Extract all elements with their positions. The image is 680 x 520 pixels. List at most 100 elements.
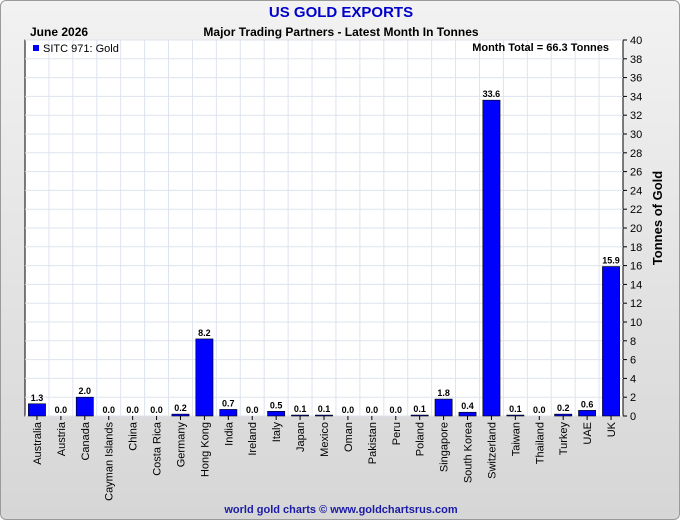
x-tick-label: Thailand [534, 422, 546, 464]
value-label: 0.2 [557, 403, 570, 413]
y-axis-label: Tonnes of Gold [650, 171, 665, 265]
value-label: 33.6 [483, 89, 501, 99]
legend: SITC 971: Gold [33, 43, 119, 55]
bar [482, 99, 501, 417]
legend-label: SITC 971: Gold [43, 43, 119, 55]
bar [602, 266, 620, 417]
value-label: 0.6 [581, 399, 594, 409]
y-tick-label: 8 [630, 336, 636, 348]
chart-subtitle: Major Trading Partners - Latest Month In… [203, 25, 479, 39]
bar [75, 396, 94, 417]
x-tick-label: Switzerland [486, 422, 498, 479]
x-tick-label: Canada [80, 421, 92, 460]
y-tick-label: 6 [630, 355, 636, 367]
bar [267, 410, 286, 417]
value-label: 0.1 [294, 404, 307, 414]
x-tick-label: Oman [343, 422, 355, 452]
value-label: 15.9 [602, 256, 620, 266]
value-label: 0.0 [342, 405, 355, 415]
legend-swatch [33, 45, 39, 51]
x-tick-label: UK [606, 421, 618, 437]
x-tick-label: Italy [271, 422, 283, 443]
value-label: 0.0 [366, 405, 379, 415]
value-label: 1.8 [437, 388, 450, 398]
x-tick-label: Hong Kong [199, 422, 211, 477]
bar [554, 413, 573, 417]
y-tick-label: 10 [630, 317, 642, 329]
x-tick-label: Taiwan [510, 422, 522, 456]
y-tick-label: 0 [630, 411, 636, 423]
bar [315, 414, 333, 417]
y-tick-label: 2 [630, 392, 636, 404]
value-label: 0.0 [126, 405, 139, 415]
x-tick-label: Austria [56, 421, 68, 456]
credit-label: world gold charts © www.goldchartsrus.co… [224, 504, 458, 516]
date-label: June 2026 [30, 25, 89, 39]
value-label: 0.4 [461, 401, 474, 411]
bar [410, 414, 429, 417]
value-label: 1.3 [31, 393, 44, 403]
y-tick-label: 12 [630, 298, 642, 310]
value-label: 0.2 [174, 403, 187, 413]
chart-title: US GOLD EXPORTS [268, 4, 414, 21]
bar [458, 411, 477, 417]
x-tick-label: Turkey [558, 422, 570, 456]
x-tick-label: India [223, 421, 235, 446]
bar [578, 410, 597, 417]
x-tick-label: Singapore [439, 422, 451, 472]
y-tick-label: 34 [630, 91, 642, 103]
bar [506, 414, 525, 417]
month-total-label: Month Total = 66.3 Tonnes [472, 42, 609, 54]
y-tick-label: 32 [630, 110, 642, 122]
y-tick-label: 16 [630, 261, 642, 273]
y-tick-label: 38 [630, 54, 642, 66]
y-tick-label: 4 [630, 373, 636, 385]
gridlines [25, 39, 623, 417]
y-tick-label: 36 [630, 73, 642, 85]
y-tick-label: 20 [630, 223, 642, 235]
bar [434, 398, 453, 417]
x-tick-label: China [128, 421, 140, 451]
x-tick-label: UAE [582, 422, 594, 445]
bar [28, 403, 46, 417]
y-tick-label: 24 [630, 185, 642, 197]
x-tick-label: Japan [295, 422, 307, 452]
value-label: 8.2 [198, 328, 211, 338]
x-tick-label: Mexico [319, 422, 331, 457]
x-tick-label: Ireland [247, 422, 259, 456]
x-tick-label: South Korea [463, 421, 475, 483]
value-labels: 1.3 0.0 2.0 0.0 0.0 0.0 0.2 8.2 0.7 0.0 0.5 0.1 0.1 0… [31, 89, 620, 415]
y-tick-label: 28 [630, 148, 642, 160]
value-label: 0.7 [222, 398, 235, 408]
x-tick-label: Cayman Islands [104, 422, 116, 501]
y-tick-label: 30 [630, 129, 642, 141]
x-tick-label: Poland [415, 422, 427, 456]
value-label: 0.0 [390, 405, 403, 415]
y-tick-label: 18 [630, 242, 642, 254]
value-label: 0.1 [413, 404, 426, 414]
bar [219, 409, 238, 417]
y-tick-label: 14 [630, 279, 642, 291]
bar [195, 338, 214, 417]
value-label: 0.0 [55, 405, 68, 415]
value-label: 0.0 [150, 405, 163, 415]
value-label: 2.0 [79, 386, 92, 396]
x-tick-label: Pakistan [367, 422, 379, 464]
value-label: 0.0 [533, 405, 546, 415]
x-tick-label: Peru [391, 422, 403, 445]
value-label: 0.1 [318, 404, 331, 414]
x-axis: Australia Austria Canada Cayman Islands Chin… [32, 416, 618, 501]
bar [291, 414, 309, 417]
x-tick-label: Costa Rica [152, 421, 164, 476]
y-tick-label: 22 [630, 204, 642, 216]
value-label: 0.0 [102, 405, 115, 415]
x-tick-label: Australia [32, 421, 44, 465]
bar [171, 413, 190, 417]
value-label: 0.1 [509, 404, 522, 414]
value-label: 0.5 [270, 400, 283, 410]
y-tick-label: 40 [630, 35, 642, 47]
y-tick-label: 26 [630, 167, 642, 179]
value-label: 0.0 [246, 405, 259, 415]
